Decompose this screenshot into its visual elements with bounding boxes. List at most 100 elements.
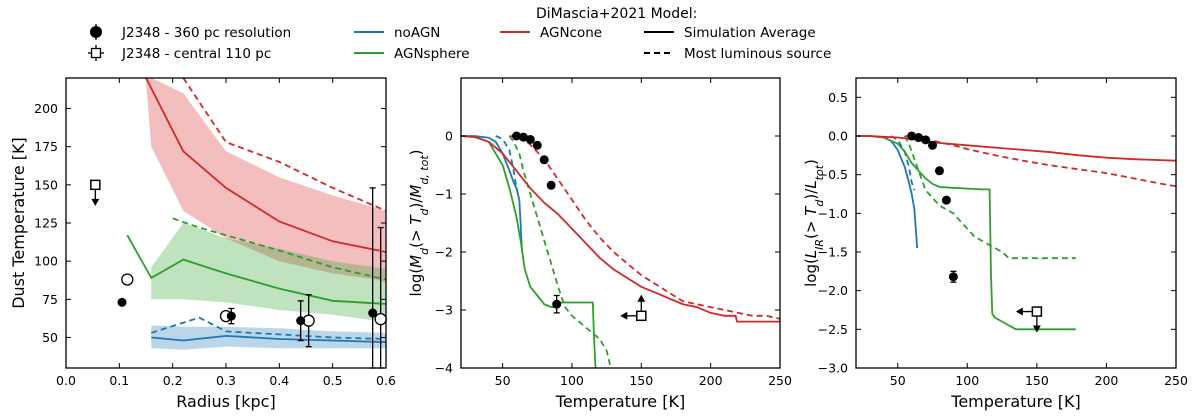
y-axis-label-part: )/ xyxy=(802,188,820,200)
limit-marker-open-square xyxy=(636,310,647,322)
legend-most-luminous: Most luminous source xyxy=(644,46,831,62)
y-tick-label: 125 xyxy=(34,216,58,231)
series-agnsphere-dashed xyxy=(903,135,1076,260)
y-axis-label-part: M xyxy=(407,185,425,198)
y-axis-label-part: tot xyxy=(813,164,826,180)
y-axis-label: log(LIR(> Td)/Ltot) xyxy=(802,159,826,287)
x-tick-label: 200 xyxy=(1095,373,1119,388)
y-tick-label: −1.0 xyxy=(818,206,848,221)
x-tick-label: 50 xyxy=(495,373,511,388)
x-axis-label: Radius [kpc] xyxy=(176,392,275,411)
data-point-open xyxy=(121,273,134,286)
y-axis-label-part: )/ xyxy=(407,197,425,209)
y-tick-label: 0 xyxy=(445,129,453,144)
x-tick-label: 0.6 xyxy=(376,373,396,388)
y-axis-label: Dust Temperature [K] xyxy=(9,137,28,309)
data-point-filled xyxy=(518,132,528,142)
legend-most-luminous-label: Most luminous source xyxy=(684,46,831,62)
y-axis-label-part: (> xyxy=(407,225,425,248)
x-axis-label: Temperature [K] xyxy=(555,392,685,411)
x-tick-label: 0.5 xyxy=(323,373,343,388)
x-tick-label: 0.0 xyxy=(56,373,76,388)
y-tick-label: 75 xyxy=(42,292,58,307)
y-tick-label: 100 xyxy=(34,254,58,269)
x-tick-label: 250 xyxy=(768,373,792,388)
data-point-filled xyxy=(117,297,127,307)
limit-arrowhead-down xyxy=(91,198,100,206)
legend-open-square-marker xyxy=(90,47,102,59)
y-tick-label: 0.5 xyxy=(828,90,848,105)
y-tick-label: −2 xyxy=(435,245,453,260)
x-tick-label: 50 xyxy=(890,373,906,388)
x-tick-label: 0.3 xyxy=(216,373,236,388)
legend-agnsphere-label: AGNsphere xyxy=(394,46,470,62)
y-tick-label: −1 xyxy=(435,187,453,202)
panel-mass-fraction-vs-temperature: 50 100 150 200 250 0 −1 −2 −3 −4 Temperature [K] lo… xyxy=(407,77,792,411)
y-axis-label-part: ) xyxy=(802,159,820,165)
series-agncone-solid xyxy=(461,135,780,323)
x-tick-label: 200 xyxy=(699,373,723,388)
data-point-filled xyxy=(525,134,535,144)
y-tick-label: −3 xyxy=(435,303,453,318)
data-point-filled xyxy=(511,131,521,141)
series-agnsphere-solid xyxy=(126,234,386,305)
data-point-filled xyxy=(928,140,938,150)
legend-agnsphere: AGNsphere xyxy=(354,46,470,62)
series-agncone-dashed xyxy=(904,135,1176,188)
data-point-filled xyxy=(539,155,549,165)
y-axis-label-part: log( xyxy=(407,268,425,297)
y-axis-label-part: d xyxy=(813,199,826,207)
legend-noagn: noAGN xyxy=(354,25,440,41)
y-axis-label-part: ) xyxy=(407,149,425,155)
y-tick-label: 50 xyxy=(42,330,58,345)
data-point-filled xyxy=(948,272,958,282)
series-agncone-dashed xyxy=(509,135,780,320)
panel-luminosity-fraction-vs-temperature: 50 100 150 200 250 0.5 0.0 −0.5 −1.0 −1.5 −2.0 −2.5… xyxy=(802,77,1188,411)
limit-arrowhead-up xyxy=(637,294,646,302)
y-axis-label-part: d xyxy=(418,247,431,255)
plot-area xyxy=(856,135,1176,331)
y-tick-label: −3.0 xyxy=(818,361,848,376)
x-axis-label: Temperature [K] xyxy=(950,392,1080,411)
series-noagn-dashed xyxy=(890,135,916,191)
series-agnsphere-solid xyxy=(461,135,597,368)
data-point-filled xyxy=(296,316,306,326)
data-point-filled xyxy=(934,166,944,176)
y-tick-label: 150 xyxy=(34,177,58,192)
y-axis-label-part: L xyxy=(802,180,820,188)
y-axis-label-part: IR xyxy=(813,239,826,250)
legend-obs-filled: J2348 - 360 pc resolution xyxy=(90,24,291,41)
limit-arrowhead-down xyxy=(1032,325,1041,333)
y-axis-label-part: d, tot xyxy=(418,155,431,185)
plot-area xyxy=(461,135,780,368)
y-axis-label-part: L xyxy=(802,250,820,258)
data-point-filled xyxy=(546,180,556,190)
limit-marker-open-square xyxy=(1031,306,1043,317)
axes-frame xyxy=(460,77,781,369)
y-axis-label-part: log( xyxy=(802,258,820,287)
x-tick-label: 250 xyxy=(1164,373,1188,388)
legend-model-title: DiMascia+2021 Model: xyxy=(536,6,697,22)
series-agnsphere-dashed xyxy=(172,217,386,281)
y-axis-label-part: (> xyxy=(802,216,820,239)
data-point-filled xyxy=(907,131,917,141)
legend-sim-average-label: Simulation Average xyxy=(684,25,816,41)
data-point-filled xyxy=(226,311,236,321)
data-point-filled xyxy=(921,135,931,145)
y-axis-label: log(Md(> Td)/Md, tot) xyxy=(407,149,431,296)
series-agncone-dashed xyxy=(182,78,386,212)
data-point-filled xyxy=(368,308,378,318)
series-agncone-solid xyxy=(145,78,386,253)
legend-obs-filled-label: J2348 - 360 pc resolution xyxy=(121,25,291,41)
limit-marker-open-square xyxy=(90,179,101,191)
x-tick-label: 0.2 xyxy=(163,373,183,388)
data-point-filled xyxy=(552,299,562,309)
x-tick-label: 0.4 xyxy=(269,373,289,388)
series-agnsphere-solid xyxy=(856,135,1076,331)
x-tick-label: 150 xyxy=(1025,373,1049,388)
series-agncone-solid xyxy=(856,135,1176,162)
y-tick-label: −0.5 xyxy=(818,167,848,182)
series-noagn-dashed xyxy=(495,135,521,201)
limit-arrowhead-left xyxy=(1015,307,1023,316)
legend-obs-open: J2348 - central 110 pc xyxy=(88,45,271,62)
